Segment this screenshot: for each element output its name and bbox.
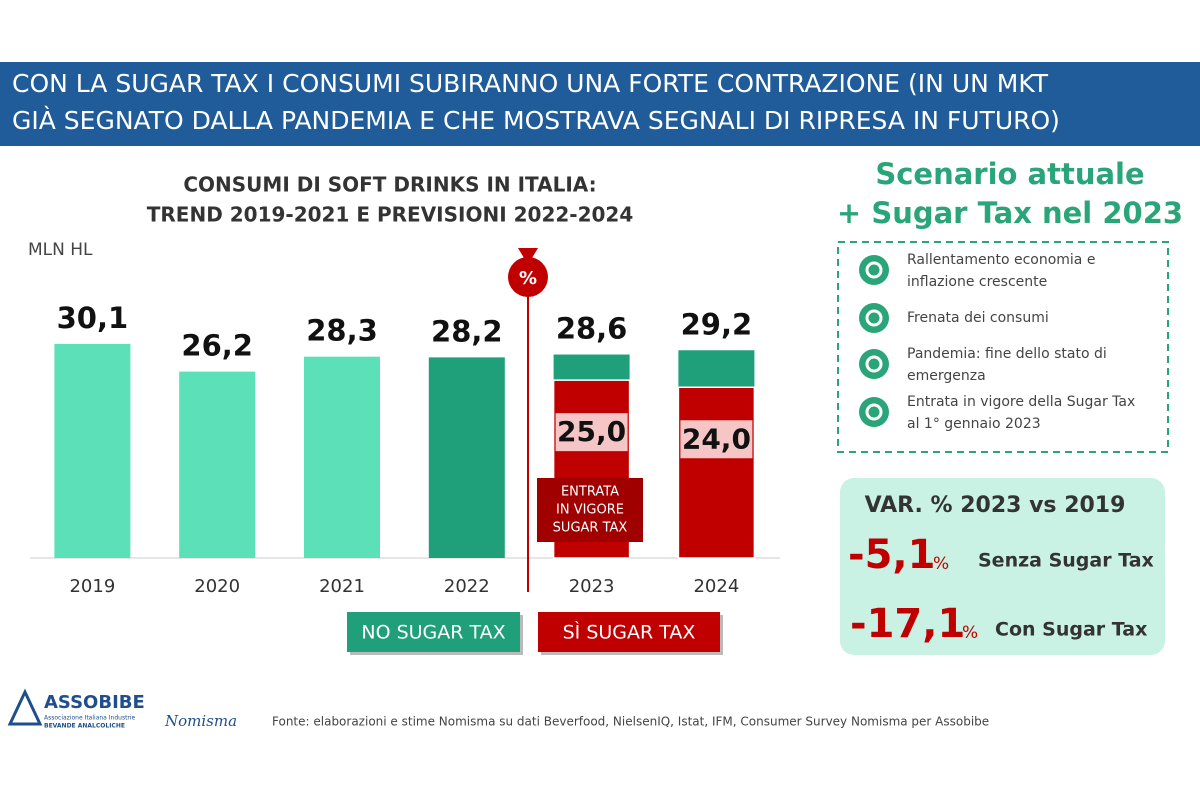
- x-tick-label: 2024: [693, 576, 739, 597]
- value-label: 26,2: [181, 329, 253, 363]
- variation-unit: %: [962, 623, 978, 643]
- logo2: Nomisma: [164, 712, 237, 730]
- bullet-ring: [865, 261, 883, 279]
- bullet-ring: [865, 403, 883, 421]
- y-label: MLN HL: [28, 240, 93, 260]
- icon-label: %: [519, 268, 537, 289]
- sugar-tax-label: 24,0: [682, 422, 751, 455]
- variation-unit: %: [933, 554, 949, 574]
- variation-box: [840, 478, 1165, 655]
- sugar-tax-label-box: [680, 420, 753, 459]
- chart-title: CONSUMI DI SOFT DRINKS IN ITALIA:: [183, 173, 596, 197]
- bar: [54, 343, 131, 558]
- regions: NO SUGAR TAX SÌ SUGAR TAX: [347, 612, 723, 655]
- variation-value: -5,1: [848, 532, 935, 578]
- scenario-item: Frenata dei consumi: [907, 310, 1049, 326]
- scenario-title: + Sugar Tax nel 2023: [837, 196, 1183, 230]
- bullet: [859, 397, 889, 427]
- sugar-tax-label: 25,0: [557, 415, 626, 448]
- value-label: 30,1: [57, 301, 129, 335]
- scenario-item: emergenza: [907, 368, 986, 384]
- scenario-item: inflazione crescente: [907, 274, 1047, 290]
- region-box: [538, 612, 720, 652]
- bullet-ring: [865, 355, 883, 373]
- bullet: [859, 255, 889, 285]
- region-box: [347, 612, 520, 652]
- variation-label: Senza Sugar Tax: [978, 550, 1154, 572]
- icon: %: [508, 248, 548, 297]
- scenario-item: al 1° gennaio 2023: [907, 416, 1041, 432]
- region-label: SÌ SUGAR TAX: [563, 621, 696, 644]
- scenario-item: Pandemia: fine dello stato di: [907, 346, 1107, 362]
- x-tick-label: 2023: [569, 576, 615, 597]
- variation-value: -17,1: [850, 601, 965, 647]
- scenario-items: Rallentamento economia e inflazione cresc…: [859, 252, 1135, 432]
- logo-name: ASSOBIBE: [44, 692, 145, 713]
- x-tick-label: 2021: [319, 576, 365, 597]
- plot: 30,1 2019 26,2 2020 28,3 2021 28,2 2022 28,6 25,0…: [54, 301, 756, 597]
- logo-line: BEVANDE ANALCOLICHE: [44, 723, 125, 730]
- value-label: 28,2: [431, 314, 503, 348]
- value-label: 28,6: [556, 312, 628, 346]
- logo-line: Associazione Italiana Industrie: [44, 715, 136, 722]
- header-bar: [0, 62, 1200, 146]
- source: Fonte: elaborazioni e stime Nomisma su d…: [272, 715, 989, 729]
- header-title: GIÀ SEGNATO DALLA PANDEMIA E CHE MOSTRAV…: [12, 106, 1060, 135]
- bullet: [859, 349, 889, 379]
- x-tick-label: 2019: [69, 576, 115, 597]
- annotation: IN VIGORE: [556, 503, 624, 518]
- value-label: 28,3: [306, 314, 378, 348]
- annotation: SUGAR TAX: [553, 521, 628, 536]
- sugar-tax-bar: [677, 386, 756, 559]
- scenario-box: [837, 241, 1169, 453]
- x-tick-label: 2022: [444, 576, 490, 597]
- sugar-tax-label-box: [555, 413, 628, 452]
- scenario-item: Entrata in vigore della Sugar Tax: [907, 394, 1135, 410]
- bar: [304, 356, 380, 558]
- annotation-box: [537, 478, 643, 542]
- variation-title: VAR. % 2023 vs 2019: [865, 493, 1126, 518]
- region-label: NO SUGAR TAX: [361, 622, 505, 644]
- bar: [428, 357, 505, 558]
- bullet-ring: [865, 309, 883, 327]
- x-tick-label: 2020: [194, 576, 240, 597]
- chart-subtitle: TREND 2019-2021 E PREVISIONI 2022-2024: [147, 203, 633, 227]
- scenario-item: Rallentamento economia e: [907, 252, 1095, 268]
- header-title: CON LA SUGAR TAX I CONSUMI SUBIRANNO UNA…: [12, 69, 1049, 98]
- scenario-title: Scenario attuale: [875, 157, 1144, 191]
- annotation: ENTRATA: [561, 485, 619, 500]
- logo: ASSOBIBE Associazione Italiana Industrie…: [7, 688, 145, 730]
- bullet: [859, 303, 889, 333]
- bar: [179, 371, 256, 558]
- value-label: 29,2: [681, 307, 753, 341]
- variation-label: Con Sugar Tax: [995, 619, 1147, 641]
